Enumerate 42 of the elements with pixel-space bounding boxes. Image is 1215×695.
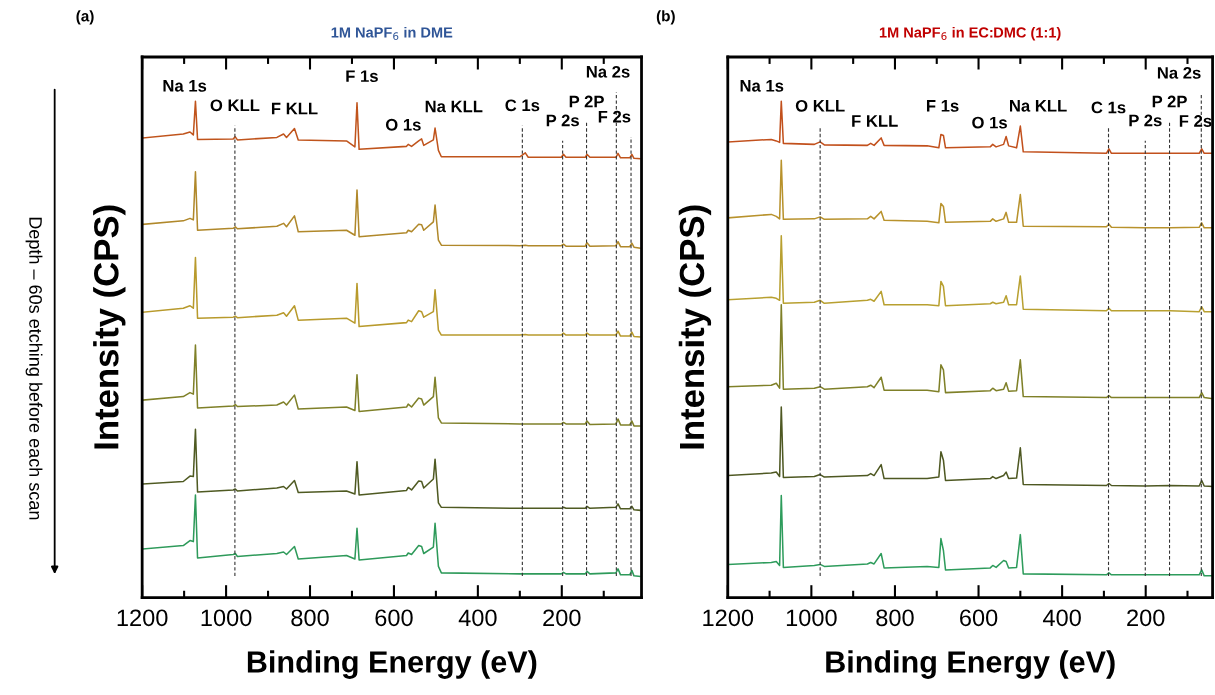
annotation: O 1s	[972, 116, 1007, 129]
annotation: Na KLL	[1010, 100, 1067, 112]
annotation: O 1s	[385, 118, 421, 131]
text: Depth – 60s etching before each scan	[25, 217, 43, 520]
x-tick-label: 1000	[201, 609, 252, 627]
x-tick-label: 800	[291, 609, 329, 627]
text: Na 1s	[740, 80, 784, 92]
x-tick-label: 200	[1127, 609, 1165, 627]
ref-line-label: P 2P	[1152, 95, 1187, 108]
x-tick-label: 600	[375, 609, 413, 627]
annotation: F KLL	[852, 115, 898, 127]
x-tick-label: 1000	[786, 609, 837, 627]
x-tick-label: 400	[458, 609, 497, 627]
text: Na 1s	[163, 80, 207, 92]
text: (a)	[76, 10, 94, 25]
chart-title: 1M NaPF$_{6}$ in EC:DMC (1:1)	[879, 26, 1061, 41]
x-tick-label: 400	[1042, 609, 1081, 627]
x-axis-title: Binding Energy (eV)	[826, 650, 1115, 679]
ref-line-label: C 1s	[1091, 101, 1126, 114]
ref-line-label: P 2P	[569, 95, 604, 108]
annotation: F 1s	[926, 100, 959, 112]
y-axis-title: Intensity (CPS)	[93, 205, 126, 449]
y-axis-title: Intensity (CPS)	[678, 205, 712, 449]
x-tick-label: 200	[543, 609, 581, 627]
x-tick-label: 1200	[703, 609, 754, 627]
ref-line-label: P 2s	[546, 114, 579, 127]
x-tick-label: 800	[876, 609, 914, 627]
chart-title: 1M NaPF$_{6}$ in DME	[331, 26, 453, 41]
x-tick-label: 600	[960, 609, 998, 627]
ref-line-label: C 1s	[505, 99, 540, 112]
x-tick-label: 1200	[117, 609, 168, 627]
text: F 1s	[346, 70, 378, 83]
annotation: Na KLL	[425, 100, 483, 113]
ref-line-label: P 2s	[1129, 114, 1162, 127]
ref-line-label: O KLL	[795, 99, 845, 112]
ref-line-label: F 2s	[598, 110, 631, 123]
x-axis-title: Binding Energy (eV)	[247, 650, 537, 679]
ref-line-label: Na 2s	[586, 65, 630, 78]
text: (b)	[656, 10, 675, 25]
ref-line-label: O KLL	[210, 99, 260, 112]
ref-line-label: Na 2s	[1157, 66, 1201, 79]
annotation: F KLL	[271, 102, 318, 115]
